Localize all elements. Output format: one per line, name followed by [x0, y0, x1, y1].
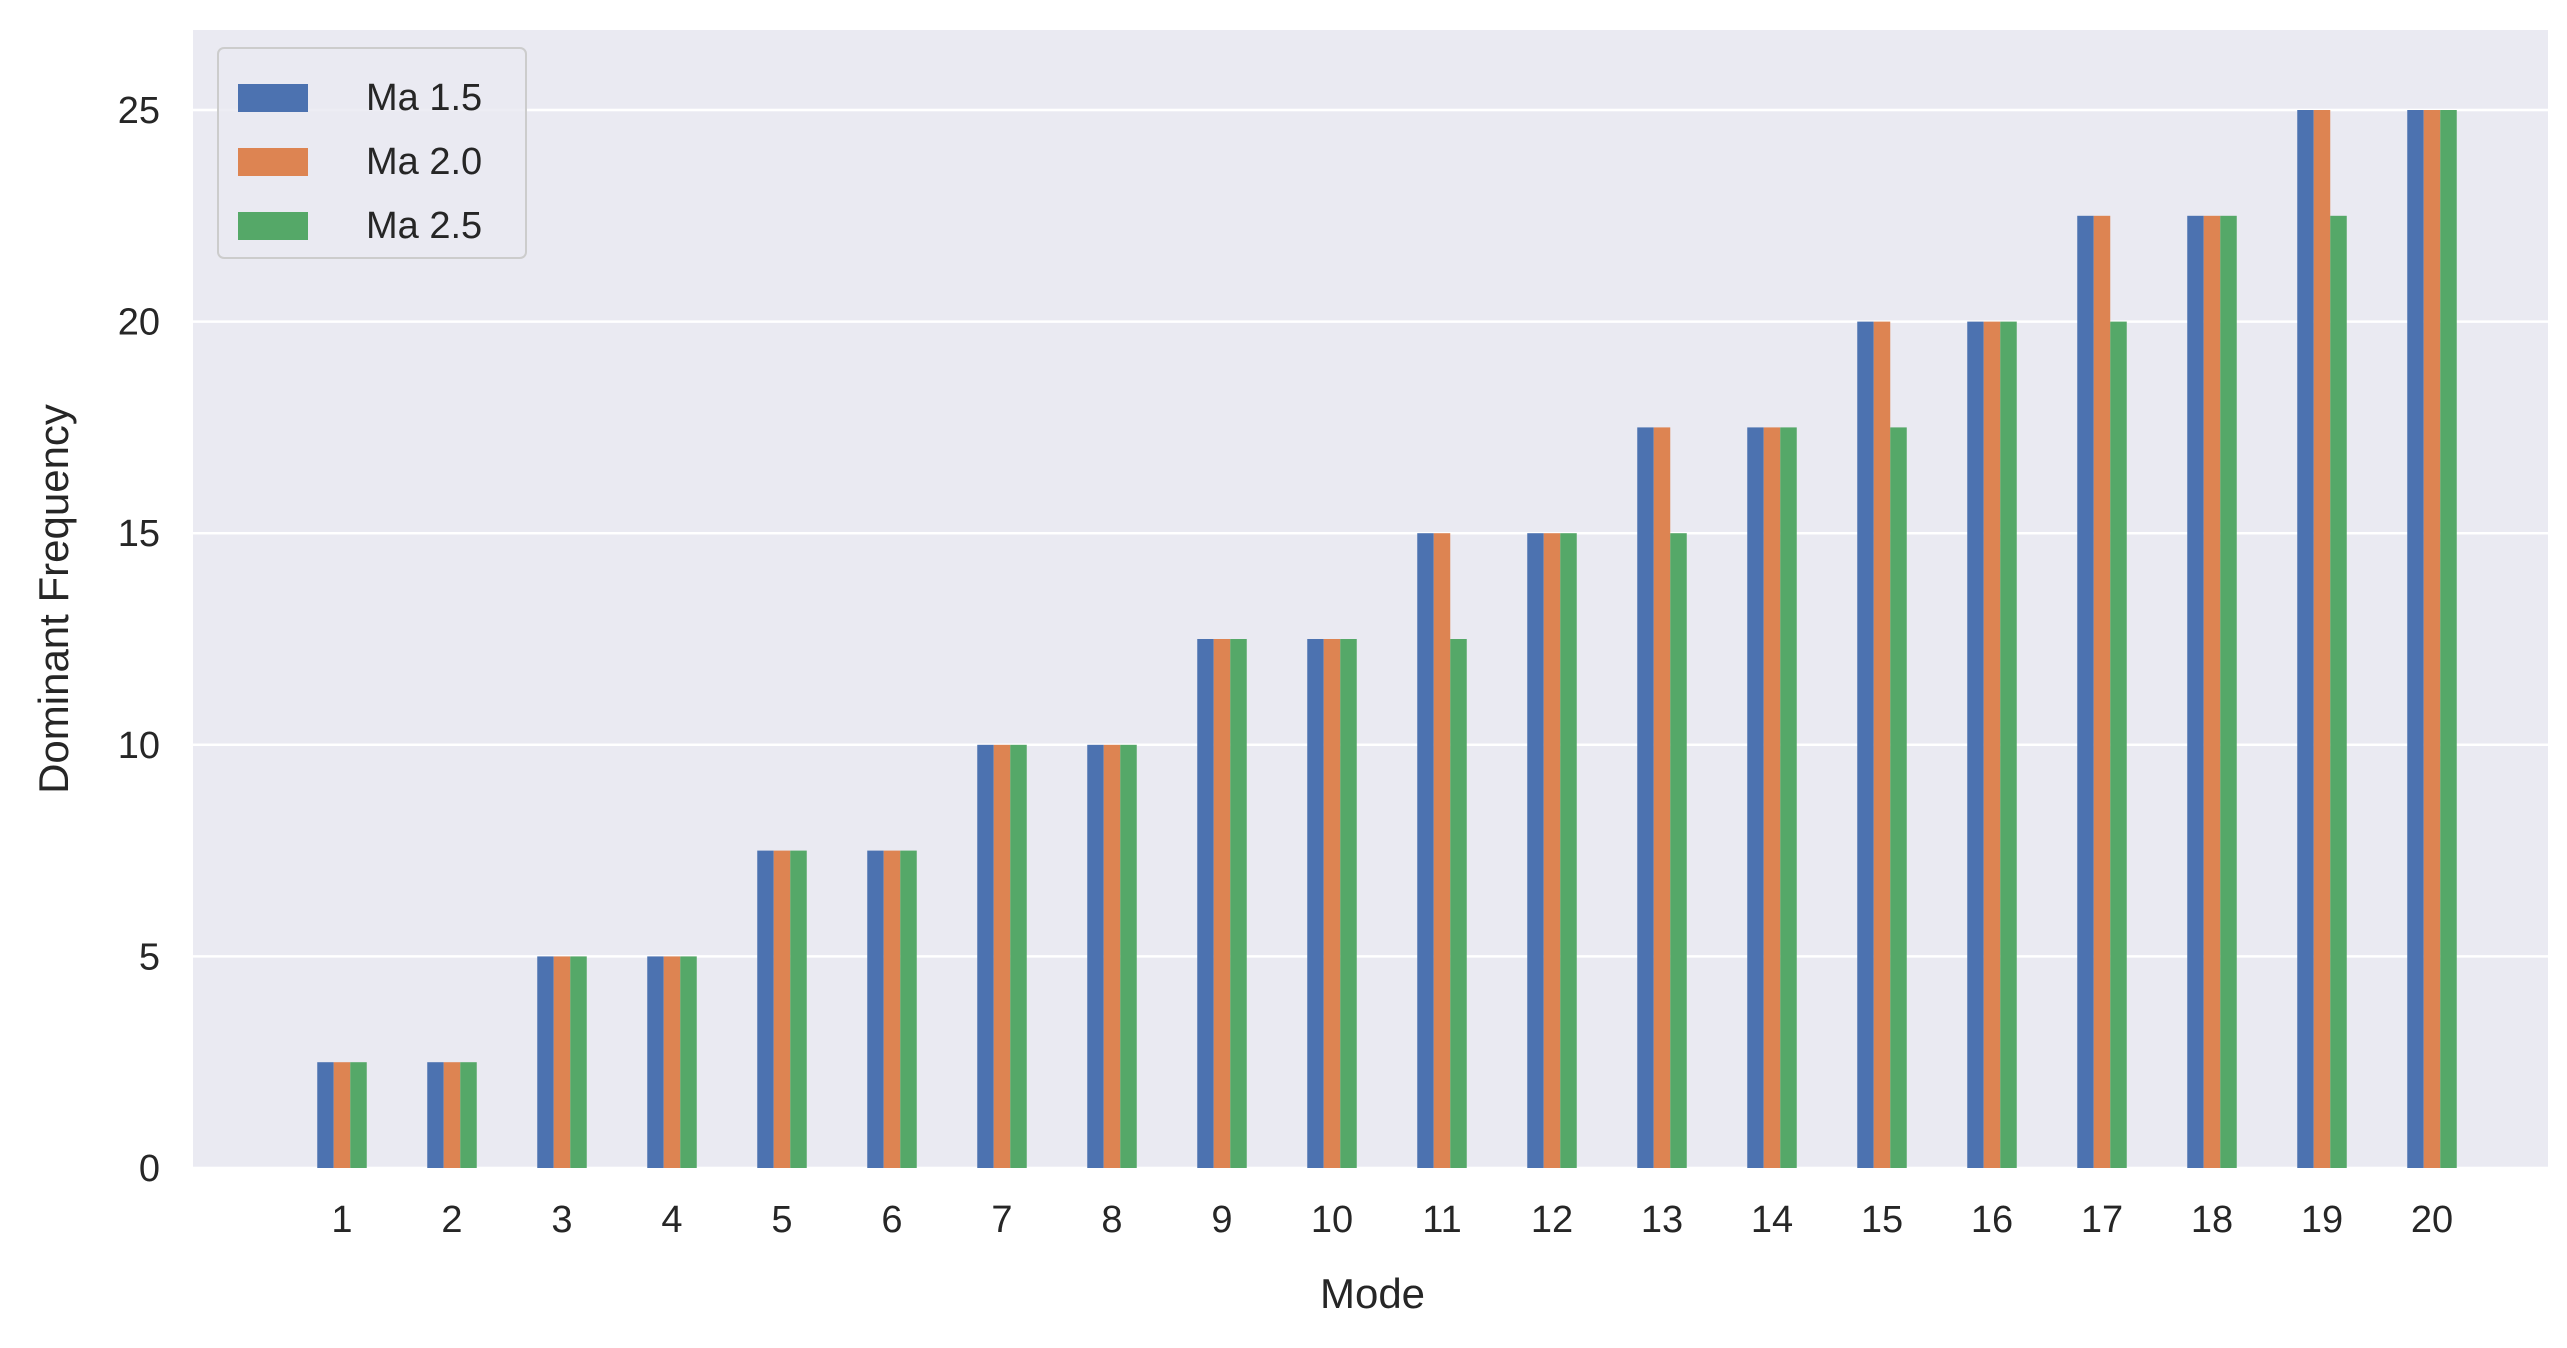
bar: [2407, 110, 2424, 1168]
bar: [317, 1062, 334, 1168]
bar: [2313, 110, 2331, 1168]
bar: [2077, 215, 2094, 1169]
legend-label: Ma 2.5: [366, 205, 482, 247]
x-tick-label: 19: [2301, 1199, 2343, 1241]
bar: [2220, 215, 2237, 1169]
y-tick-label: 10: [118, 725, 160, 767]
y-tick-label: 20: [118, 302, 160, 344]
bar: [977, 744, 994, 1168]
x-tick-label: 12: [1531, 1199, 1573, 1241]
bar: [2187, 215, 2204, 1169]
legend-swatch: [238, 84, 308, 112]
x-tick-label: 7: [991, 1199, 1012, 1241]
x-tick-label: 1: [331, 1199, 352, 1241]
bar: [867, 850, 884, 1168]
bar: [1637, 427, 1654, 1168]
bar: [1010, 744, 1027, 1168]
bar: [2330, 215, 2347, 1169]
bar: [2297, 110, 2314, 1168]
bar: [1670, 533, 1687, 1168]
bar: [1780, 427, 1797, 1168]
bar: [1873, 321, 1891, 1169]
bar: [1433, 533, 1451, 1168]
legend: Ma 1.5 Ma 2.0 Ma 2.5: [217, 47, 527, 259]
y-tick-label: 15: [118, 513, 160, 555]
bar: [773, 850, 791, 1168]
bar: [993, 744, 1011, 1168]
x-tick-label: 16: [1971, 1199, 2013, 1241]
y-axis-label: Dominant Frequency: [30, 404, 77, 794]
x-tick-label: 6: [881, 1199, 902, 1241]
legend-swatch: [238, 212, 308, 240]
bar: [1197, 639, 1214, 1168]
legend-label: Ma 1.5: [366, 77, 482, 119]
bar: [2440, 110, 2457, 1168]
y-tick-labels: 0 5 10 15 20 25: [118, 90, 160, 1190]
x-tick-label: 15: [1861, 1199, 1903, 1241]
bar: [1653, 427, 1671, 1168]
bars: [317, 110, 2457, 1169]
bar: [2110, 321, 2127, 1169]
bar: [1543, 533, 1561, 1168]
bar: [680, 956, 697, 1168]
bar: [1763, 427, 1781, 1168]
bar: [757, 850, 774, 1168]
bar: [1103, 744, 1121, 1168]
bar: [1450, 639, 1467, 1168]
legend-swatch: [238, 148, 308, 176]
x-tick-label: 18: [2191, 1199, 2233, 1241]
bar: [460, 1062, 477, 1168]
x-tick-label: 14: [1751, 1199, 1793, 1241]
bar: [647, 956, 664, 1168]
y-tick-label: 25: [118, 90, 160, 132]
x-tick-label: 2: [441, 1199, 462, 1241]
x-tick-label: 4: [661, 1199, 682, 1241]
bar: [1323, 639, 1341, 1168]
bar: [2093, 215, 2111, 1169]
y-tick-label: 0: [139, 1148, 160, 1190]
y-tick-label: 5: [139, 936, 160, 978]
bar: [427, 1062, 444, 1168]
x-tick-labels: 1 2 3 4 5 6 7 8 9 10 11 12 13 14 15 16 17 18 19 20: [331, 1199, 2453, 1241]
x-tick-label: 10: [1311, 1199, 1353, 1241]
bar: [2423, 110, 2441, 1168]
bar: [1087, 744, 1104, 1168]
bar: [1417, 533, 1434, 1168]
bar: [443, 1062, 461, 1168]
bar: [350, 1062, 367, 1168]
x-tick-label: 20: [2411, 1199, 2453, 1241]
bar: [570, 956, 587, 1168]
bar: [1747, 427, 1764, 1168]
bar: [333, 1062, 351, 1168]
x-tick-label: 5: [771, 1199, 792, 1241]
legend-label: Ma 2.0: [366, 141, 482, 183]
bar: [2000, 321, 2017, 1169]
x-tick-label: 11: [1422, 1199, 1461, 1241]
bar: [1890, 427, 1907, 1168]
bar: [537, 956, 554, 1168]
bar: [1213, 639, 1231, 1168]
bar: [900, 850, 917, 1168]
bar: [663, 956, 681, 1168]
bar: [1560, 533, 1577, 1168]
bar: [1527, 533, 1544, 1168]
bar: [1340, 639, 1357, 1168]
x-tick-label: 17: [2081, 1199, 2123, 1241]
bar: [553, 956, 571, 1168]
bar: [790, 850, 807, 1168]
bar: [1857, 321, 1874, 1169]
x-tick-label: 3: [551, 1199, 572, 1241]
bar: [1967, 321, 1984, 1169]
bar: [1983, 321, 2001, 1169]
bar: [2203, 215, 2221, 1169]
bar: [1120, 744, 1137, 1168]
bar: [1307, 639, 1324, 1168]
x-tick-label: 8: [1101, 1199, 1122, 1241]
x-axis-label: Mode: [1320, 1270, 1425, 1317]
x-tick-label: 9: [1211, 1199, 1232, 1241]
bar: [883, 850, 901, 1168]
x-tick-label: 13: [1641, 1199, 1683, 1241]
bar: [1230, 639, 1247, 1168]
